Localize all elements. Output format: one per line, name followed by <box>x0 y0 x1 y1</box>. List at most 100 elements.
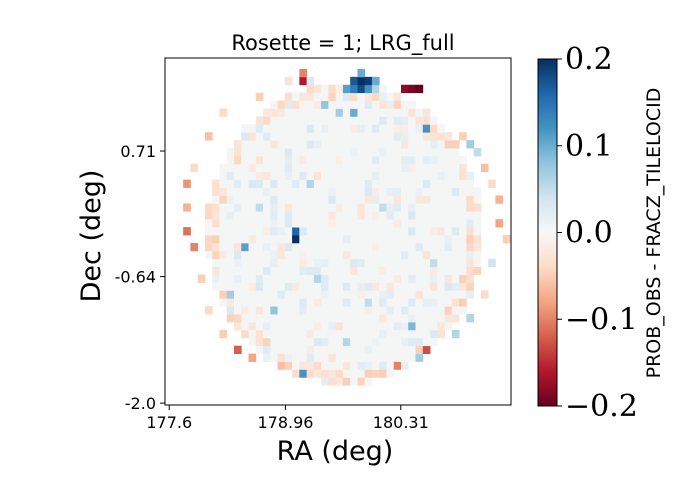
heatmap-cell <box>415 187 424 196</box>
heatmap-cell <box>306 171 315 181</box>
heatmap-cell <box>233 321 242 331</box>
heatmap-cell <box>270 298 278 307</box>
heatmap-cell <box>430 227 438 236</box>
heatmap-cell <box>270 140 278 149</box>
heatmap-cell <box>255 171 264 181</box>
heatmap-cell <box>451 163 460 173</box>
heatmap-cell <box>379 314 387 323</box>
heatmap-cell <box>386 219 395 228</box>
heatmap-cell <box>248 282 257 291</box>
heatmap-cell <box>430 195 438 204</box>
heatmap-cell <box>292 266 300 275</box>
heatmap-cell <box>386 250 395 260</box>
heatmap-cell <box>437 195 445 204</box>
heatmap-cell <box>357 282 366 291</box>
heatmap-cell <box>277 345 286 354</box>
heatmap-cell <box>401 155 409 165</box>
heatmap-cell <box>473 242 482 252</box>
heatmap-cell <box>386 155 395 165</box>
heatmap-cell <box>241 203 249 212</box>
heatmap-cell <box>306 258 315 268</box>
heatmap-cell <box>270 171 278 181</box>
y-tick-label: -2.0 <box>125 394 156 413</box>
heatmap-cell <box>328 171 337 181</box>
heatmap-cell <box>248 314 257 323</box>
heatmap-cell <box>284 282 293 291</box>
heatmap-cell <box>284 219 293 228</box>
heatmap-cell <box>306 353 315 362</box>
heatmap-cell <box>255 321 264 331</box>
heatmap-cell <box>350 321 358 331</box>
heatmap-cell <box>451 155 460 165</box>
heatmap-cell <box>437 250 445 260</box>
heatmap-cell <box>255 329 264 339</box>
heatmap-cell <box>306 242 315 252</box>
heatmap-cell <box>248 266 257 275</box>
heatmap-cell <box>415 203 424 212</box>
heatmap-cell <box>328 116 337 125</box>
heatmap-cell <box>371 250 380 260</box>
heatmap-cell <box>342 116 351 125</box>
heatmap-cell <box>328 337 337 347</box>
heatmap-cell <box>393 329 402 339</box>
heatmap-cell <box>422 274 431 283</box>
heatmap-cell <box>299 314 307 323</box>
heatmap-cell <box>321 337 329 347</box>
heatmap-cell <box>241 290 249 299</box>
heatmap-cell <box>321 140 329 149</box>
heatmap-cell <box>226 211 235 220</box>
heatmap-cell <box>371 179 380 188</box>
colorbar-tick-label: −0.1 <box>565 302 638 337</box>
heatmap-cell <box>379 290 387 299</box>
heatmap-cell <box>313 179 322 188</box>
heatmap-cell <box>328 274 337 283</box>
heatmap-cell <box>321 314 329 323</box>
heatmap-cell <box>212 282 220 291</box>
heatmap-cell <box>306 266 315 275</box>
heatmap-cell <box>415 266 424 275</box>
heatmap-cell <box>321 353 329 362</box>
heatmap-cell <box>277 258 286 268</box>
heatmap-cell <box>386 148 395 157</box>
heatmap-cell <box>328 361 337 370</box>
heatmap-cell <box>379 298 387 307</box>
heatmap-cell <box>379 84 387 94</box>
y-tick-label: -0.64 <box>115 268 156 287</box>
heatmap-cell <box>255 274 264 283</box>
heatmap-cell <box>226 306 235 315</box>
heatmap-cell <box>386 329 395 339</box>
heatmap-cell <box>255 250 264 260</box>
heatmap-cell <box>233 187 242 196</box>
heatmap-cell <box>263 171 271 181</box>
heatmap-cell <box>284 163 293 173</box>
heatmap-cell <box>263 306 271 315</box>
heatmap-cell <box>350 124 358 133</box>
heatmap-cell <box>284 298 293 307</box>
heatmap-cell <box>342 282 351 291</box>
heatmap-cell <box>386 234 395 244</box>
heatmap-cell <box>241 266 249 275</box>
heatmap-cell <box>408 219 416 228</box>
heatmap-cell <box>379 179 387 188</box>
heatmap-cell <box>292 353 300 362</box>
heatmap-cell <box>335 274 344 283</box>
heatmap-cell <box>321 84 329 94</box>
heatmap-cell <box>335 361 344 370</box>
heatmap-cell <box>466 219 475 228</box>
heatmap-cell <box>422 321 431 331</box>
heatmap-cell <box>335 92 344 101</box>
heatmap-cell <box>226 148 235 157</box>
heatmap-cell <box>393 274 402 283</box>
heatmap-cell <box>299 68 307 78</box>
heatmap-cell <box>335 306 344 315</box>
heatmap-cell <box>408 353 416 362</box>
heatmap-cell <box>263 353 271 362</box>
heatmap-cell <box>444 314 453 323</box>
heatmap-cell <box>357 203 366 212</box>
heatmap-cell <box>299 155 307 165</box>
heatmap-cell <box>270 116 278 125</box>
heatmap-cell <box>371 290 380 299</box>
heatmap-cell <box>255 258 264 268</box>
heatmap-cell <box>292 219 300 228</box>
heatmap-cell <box>292 163 300 173</box>
